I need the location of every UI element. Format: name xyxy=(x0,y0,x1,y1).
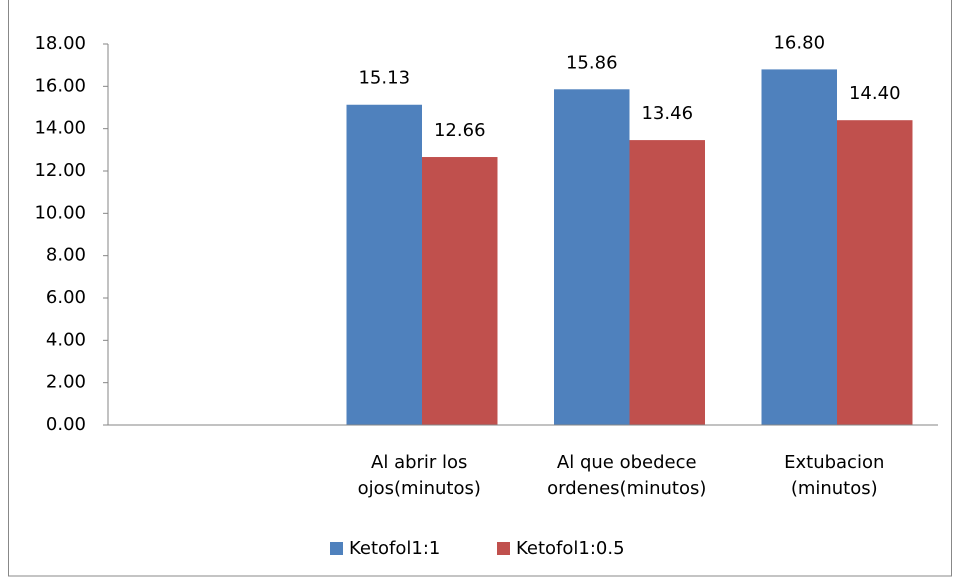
data-label: 15.86 xyxy=(566,52,618,73)
y-tick-label: 0.00 xyxy=(46,414,86,435)
y-tick-label: 10.00 xyxy=(34,202,86,223)
data-label: 13.46 xyxy=(641,103,693,124)
legend-swatch xyxy=(497,542,510,555)
y-tick-label: 14.00 xyxy=(34,118,86,139)
legend-label: Ketofol1:0.5 xyxy=(516,538,625,559)
y-tick-label: 18.00 xyxy=(34,33,86,54)
bar xyxy=(346,104,422,425)
bar xyxy=(422,157,498,425)
x-tick-label: Extubacion (minutos) xyxy=(784,452,885,499)
data-label: 14.40 xyxy=(849,83,901,104)
x-tick-label: Al abrir los ojos(minutos) xyxy=(357,452,481,499)
bar xyxy=(554,89,630,426)
bar xyxy=(837,120,913,425)
y-tick-label: 8.00 xyxy=(46,245,86,266)
data-label: 15.13 xyxy=(358,68,410,89)
bar xyxy=(761,69,837,426)
y-tick-label: 6.00 xyxy=(46,287,86,308)
y-tick-label: 16.00 xyxy=(34,75,86,96)
legend-label: Ketofol1:1 xyxy=(349,538,440,559)
data-label: 12.66 xyxy=(434,120,486,141)
x-tick-label: Al que obedece ordenes(minutos) xyxy=(547,452,707,499)
legend-swatch xyxy=(330,542,343,555)
y-tick-label: 2.00 xyxy=(46,372,86,393)
y-tick-label: 12.00 xyxy=(34,160,86,181)
y-tick-label: 4.00 xyxy=(46,329,86,350)
bar xyxy=(629,140,705,425)
data-label: 16.80 xyxy=(773,32,825,53)
